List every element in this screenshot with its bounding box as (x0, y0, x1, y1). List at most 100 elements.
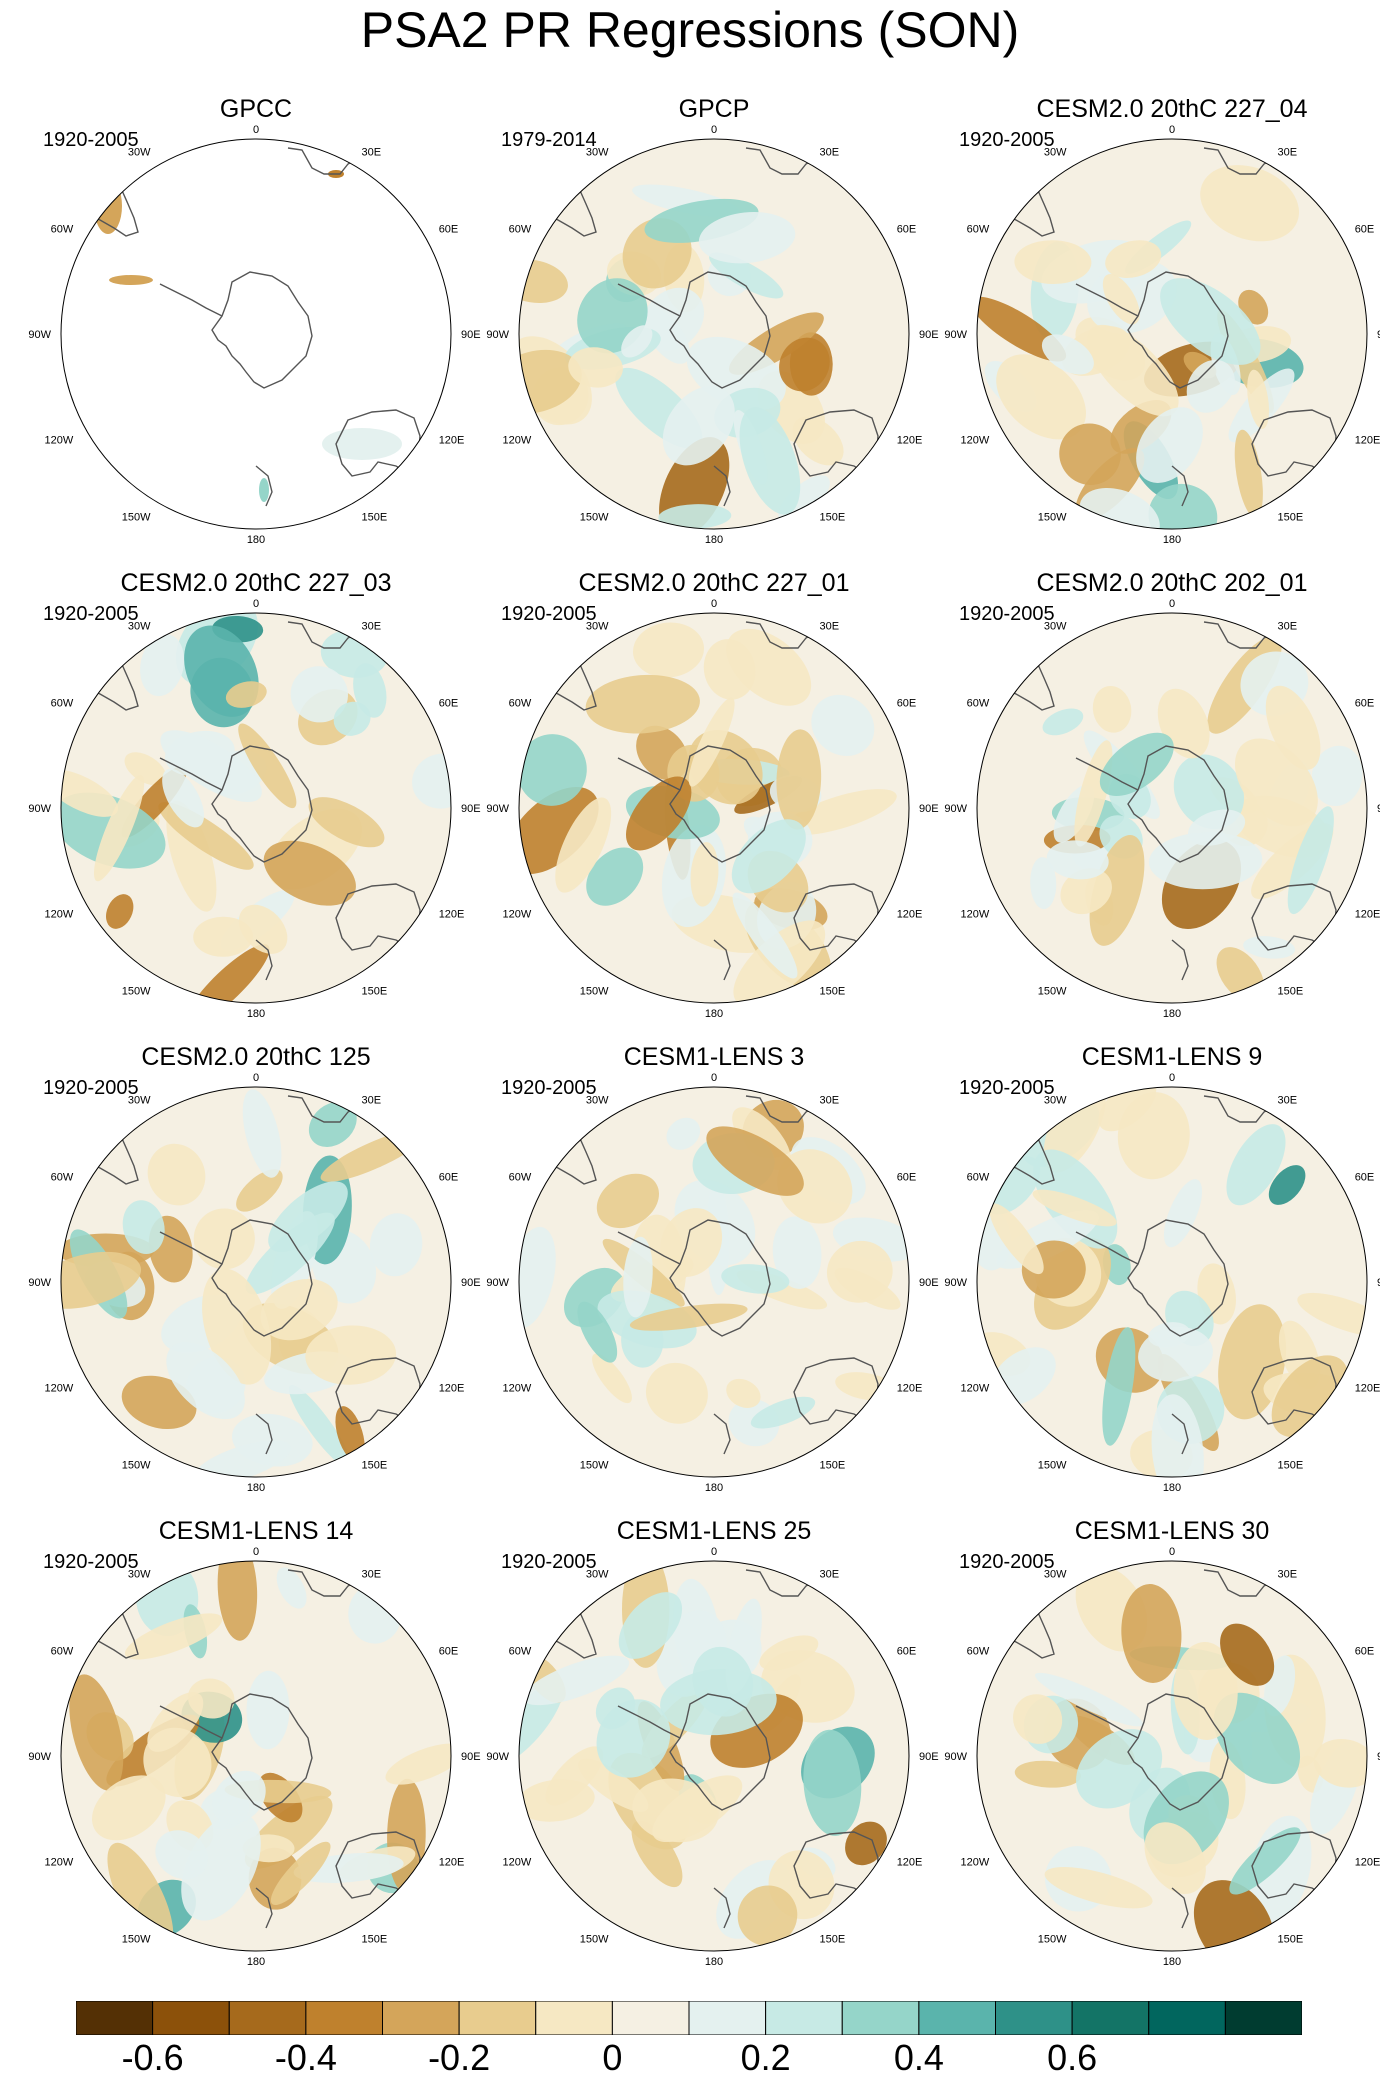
longitude-label: 150W (122, 986, 151, 998)
longitude-label: 0 (1169, 1546, 1175, 1558)
longitude-label: 90E (1377, 1277, 1380, 1289)
longitude-label: 120W (45, 435, 74, 447)
map-border (976, 612, 1368, 1004)
longitude-label: 90E (1377, 1751, 1380, 1763)
coastline (713, 939, 731, 981)
colorbar-tick-label: 0.6 (1047, 2037, 1098, 2078)
longitude-label: 120W (45, 1383, 74, 1395)
longitude-label: 30W (1044, 1568, 1067, 1580)
map-panel: CESM1-LENS 14 1920-2005 0 30E 60E 90E 120E 150E… (28, 1516, 480, 1986)
longitude-label: 180 (247, 1482, 265, 1494)
coastline (1171, 939, 1189, 981)
colorbar-swatch (688, 2001, 767, 2035)
colorbar-swatch (611, 2001, 690, 2035)
longitude-label: 60W (51, 1172, 74, 1184)
map-panel: CESM1-LENS 9 1920-2005 0 30E 60E 90E 120E 150E 1… (944, 1042, 1380, 1512)
coastline (1203, 621, 1279, 649)
coastline (745, 147, 821, 175)
longitude-label: 0 (1169, 124, 1175, 136)
longitude-label: 0 (253, 124, 259, 136)
precip-field (977, 613, 1367, 1003)
coastline (617, 283, 681, 317)
panel-period: 1920-2005 (501, 603, 597, 625)
map-border (60, 1086, 452, 1478)
polar-map: 0 30E 60E 90E 120E 150E 180 150W 120W 90W 60W 30W (486, 124, 938, 546)
polar-map: 0 30E 60E 90E 120E 150E 180 150W 120W 90W 60W 30W (944, 124, 1380, 546)
panel-period: 1920-2005 (43, 603, 139, 625)
longitude-label: 60E (1355, 1172, 1375, 1184)
longitude-label: 30E (1278, 1094, 1298, 1106)
longitude-label: 60E (1355, 1646, 1375, 1658)
map-panel: CESM1-LENS 25 1920-2005 0 30E 60E 90E 120E 150E… (486, 1516, 938, 1986)
coastline (669, 745, 771, 863)
longitude-label: 30E (820, 1094, 840, 1106)
coastline (745, 1095, 821, 1123)
map-panel: CESM1-LENS 30 1920-2005 0 30E 60E 90E 120E 150E… (944, 1516, 1380, 1986)
longitude-label: 150E (820, 1460, 846, 1472)
longitude-label: 120E (439, 909, 465, 921)
coastline (287, 147, 363, 175)
panel-title: CESM2.0 20thC 227_01 (578, 569, 850, 597)
coastline (255, 939, 273, 981)
coastline (1203, 147, 1279, 175)
colorbar-swatch (228, 2001, 307, 2035)
coastline (159, 1705, 223, 1739)
longitude-label: 120W (961, 1383, 990, 1395)
precip-field (519, 613, 909, 1003)
longitude-label: 30W (1044, 146, 1067, 158)
longitude-label: 180 (705, 1956, 723, 1968)
longitude-label: 180 (1163, 1956, 1181, 1968)
longitude-label: 120W (503, 1383, 532, 1395)
panel-period: 1920-2005 (959, 1077, 1055, 1099)
longitude-label: 60E (439, 224, 459, 236)
colorbar-swatch (382, 2001, 460, 2035)
longitude-label: 30E (1278, 146, 1298, 158)
longitude-label: 120E (1355, 435, 1380, 447)
longitude-label: 30W (586, 620, 609, 632)
polar-map: 0 30E 60E 90E 120E 150E 180 150W 120W 90W 60W 30W (28, 598, 480, 1020)
longitude-label: 30E (1278, 620, 1298, 632)
longitude-label: 150W (1038, 986, 1067, 998)
longitude-label: 30W (586, 1568, 609, 1580)
longitude-label: 60E (897, 224, 917, 236)
longitude-label: 0 (711, 124, 717, 136)
longitude-label: 150E (820, 512, 846, 524)
coastline (669, 1693, 771, 1811)
polar-map: 0 30E 60E 90E 120E 150E 180 150W 120W 90W 60W 30W (944, 598, 1380, 1020)
longitude-label: 90E (1377, 329, 1380, 341)
panel-period: 1920-2005 (43, 129, 139, 151)
coastline (159, 283, 223, 317)
panel-title: CESM2.0 20thC 227_03 (120, 569, 392, 597)
longitude-label: 150W (122, 1934, 151, 1946)
longitude-label: 120E (1355, 1857, 1380, 1869)
longitude-label: 30E (820, 146, 840, 158)
longitude-label: 90E (461, 803, 481, 815)
precip-field (61, 139, 451, 529)
longitude-label: 150W (122, 512, 151, 524)
longitude-label: 90E (919, 803, 939, 815)
longitude-label: 0 (711, 598, 717, 610)
panel-title: GPCP (678, 95, 750, 123)
colorbar-swatch (1071, 2001, 1150, 2035)
longitude-label: 150E (1278, 1934, 1304, 1946)
colorbar-tick-label: -0.2 (428, 2037, 491, 2078)
longitude-label: 150E (362, 1460, 388, 1472)
coastline (1075, 283, 1139, 317)
longitude-label: 30E (820, 620, 840, 632)
longitude-label: 90E (461, 1277, 481, 1289)
map-panel: CESM2.0 20thC 202_01 1920-2005 0 30E 60E 90E 1… (944, 568, 1380, 1038)
panel-period: 1920-2005 (959, 129, 1055, 151)
colorbar-swatch (995, 2001, 1073, 2035)
coastline (255, 1887, 273, 1929)
longitude-label: 180 (705, 1482, 723, 1494)
colorbar-swatch (535, 2001, 613, 2035)
colorbar-tick-label: -0.6 (121, 2037, 184, 2078)
longitude-label: 90W (486, 329, 509, 341)
longitude-label: 60W (509, 1646, 532, 1658)
coastline (287, 1095, 363, 1123)
colorbar-tick-label: 0.2 (740, 2037, 791, 2078)
longitude-label: 90W (944, 329, 967, 341)
longitude-label: 120W (961, 909, 990, 921)
longitude-label: 120E (439, 1857, 465, 1869)
longitude-label: 30W (586, 1094, 609, 1106)
